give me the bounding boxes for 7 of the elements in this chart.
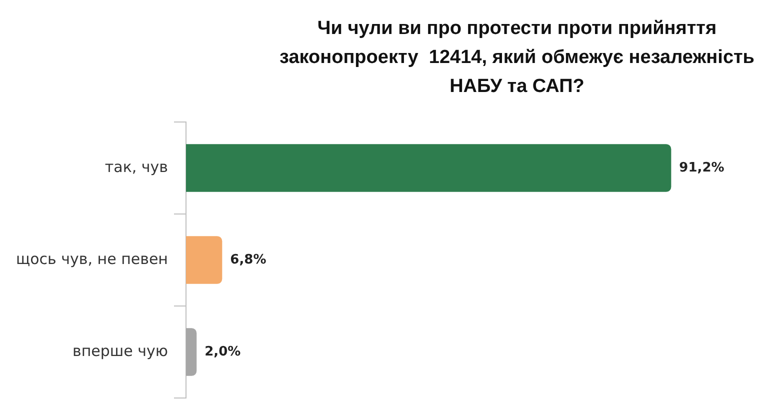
- y-tick-label: вперше чую: [72, 342, 168, 360]
- data-label: 2,0%: [204, 344, 241, 360]
- chart-title: Чи чули ви про протести проти прийняття законопроекту 12414, який обмежує незалежність НАБУ та САП?: [278, 17, 756, 99]
- y-tick-label: щось чув, не певен: [16, 250, 168, 268]
- data-label: 6,8%: [230, 252, 266, 268]
- data-label: 91,2%: [679, 160, 724, 176]
- y-tick-label: так, чув: [104, 158, 168, 176]
